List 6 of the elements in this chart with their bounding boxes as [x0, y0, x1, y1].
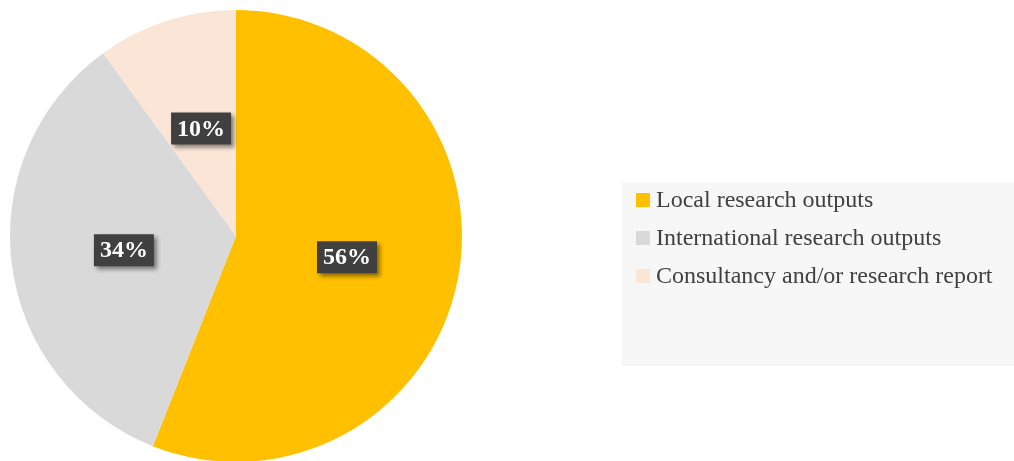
- data-label: 34%: [99, 236, 148, 263]
- data-label: 10%: [177, 114, 226, 141]
- legend-label: Local research outputs: [656, 186, 874, 212]
- data-label: 56%: [323, 243, 371, 270]
- legend-label: Consultancy and/or research report: [656, 262, 993, 288]
- legend-label: International research outputs: [656, 224, 942, 250]
